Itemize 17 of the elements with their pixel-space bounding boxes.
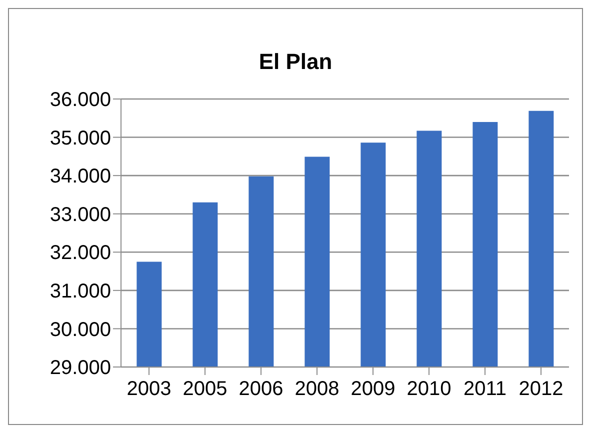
y-tick-label: 33.000 (50, 204, 111, 226)
x-tick-label: 2003 (126, 378, 172, 400)
y-tick-label: 34.000 (50, 166, 111, 188)
y-tick-label: 30.000 (50, 318, 111, 341)
x-tick-label: 2012 (518, 378, 564, 400)
y-tick-label: 32.000 (50, 242, 111, 264)
x-tick-label: 2008 (294, 378, 340, 400)
x-tick-label: 2005 (182, 378, 228, 400)
x-tick-label: 2010 (406, 378, 452, 400)
x-tick-label: 2006 (238, 378, 284, 400)
y-tick-label: 36.000 (50, 89, 111, 112)
y-tick-label: 31.000 (50, 280, 111, 303)
x-tick-label: 2011 (463, 378, 507, 400)
x-tick-label: 2009 (350, 378, 396, 400)
y-tick-label: 29.000 (50, 357, 111, 380)
chart-title: El Plan (258, 49, 334, 75)
y-tick-label: 35.000 (50, 127, 111, 150)
